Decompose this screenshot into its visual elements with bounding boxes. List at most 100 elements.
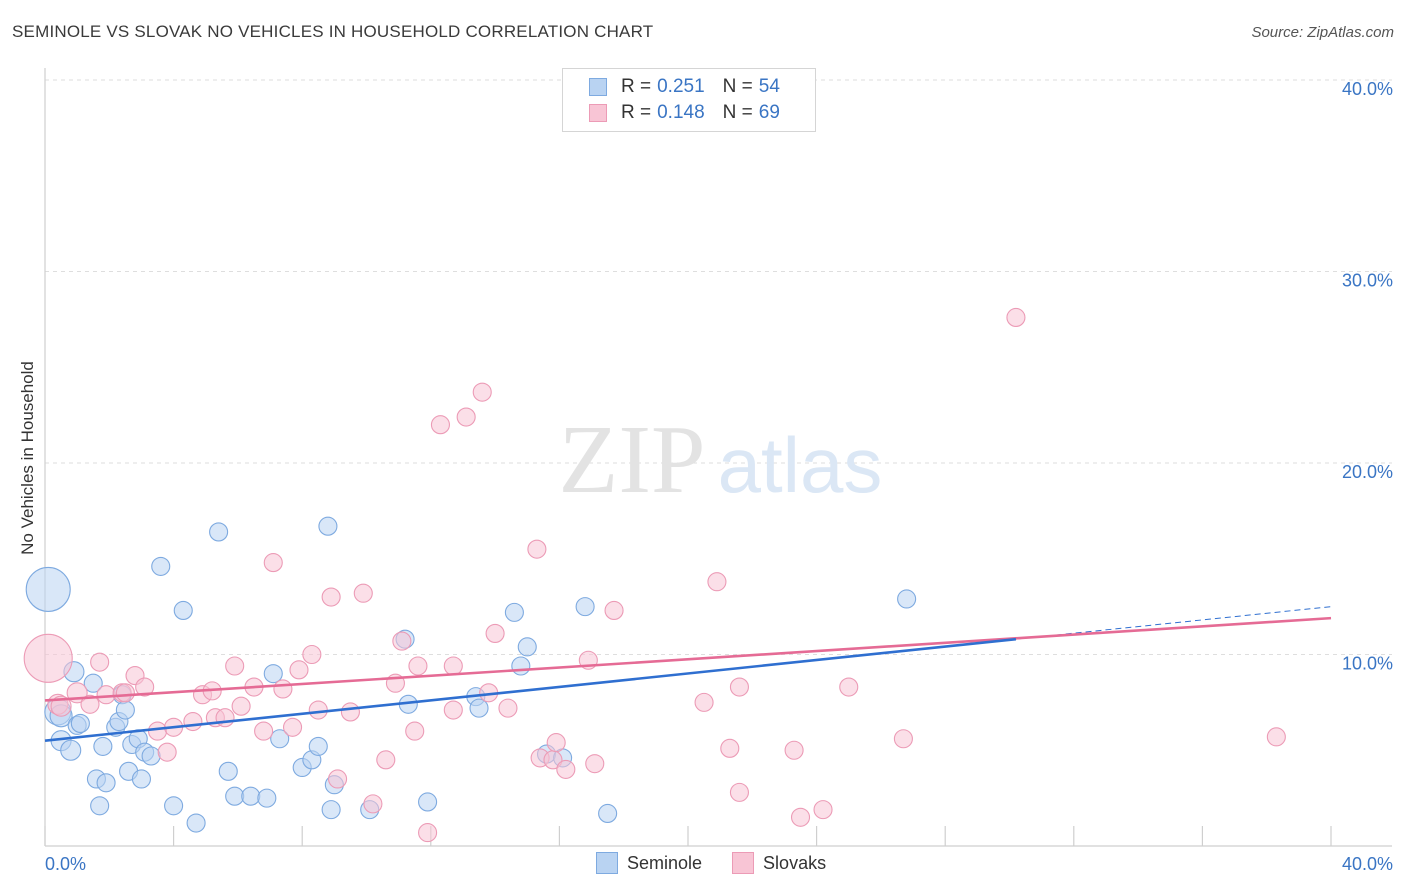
seminole-swatch <box>589 78 607 96</box>
seminole-point <box>131 769 151 789</box>
slovak-point <box>283 717 303 737</box>
slovak-swatch <box>732 852 755 874</box>
slovak-point <box>790 807 811 827</box>
seminole-point <box>598 803 618 823</box>
slovak-point <box>893 729 913 749</box>
legend-item-slovaks[interactable]: Slovaks <box>732 852 826 874</box>
slovak-point <box>527 539 547 559</box>
seminole-point <box>517 637 537 657</box>
slovak-point <box>90 652 110 672</box>
slovak-point <box>321 587 341 607</box>
slovak-point <box>546 733 566 753</box>
slovak-point <box>707 572 727 592</box>
seminole-point <box>173 600 193 621</box>
slovak-point <box>96 685 116 705</box>
slovak-point <box>405 721 425 741</box>
slovak-point <box>1006 307 1026 328</box>
slovak-point <box>263 553 283 573</box>
seminole-point <box>257 788 277 808</box>
y-tick-label: 30.0% <box>1342 271 1393 291</box>
chart-source: Source: ZipAtlas.com <box>1251 24 1394 41</box>
seminole-point <box>308 736 328 756</box>
slovak-point <box>485 623 505 643</box>
slovak-point <box>308 700 328 720</box>
slovak-point <box>273 679 293 699</box>
slovak-point <box>556 759 576 779</box>
slovak-trend-line <box>44 616 1332 702</box>
grid-layer <box>45 79 1392 655</box>
seminole-point <box>218 761 238 781</box>
slovak-point <box>443 700 463 720</box>
seminole-point <box>60 739 82 761</box>
slovak-point <box>328 769 348 789</box>
slovak-point <box>418 823 438 843</box>
watermark: ZIP atlas <box>559 406 883 514</box>
legend-label-slovaks: Slovaks <box>763 852 827 873</box>
slovak-point <box>392 631 412 651</box>
slovak-point <box>443 656 463 676</box>
seminole-point <box>164 796 184 816</box>
slovak-point <box>231 696 251 716</box>
trend-layer <box>44 606 1332 742</box>
seminole-point <box>504 602 524 622</box>
seminole-point <box>511 656 531 676</box>
slovak-point <box>498 698 518 718</box>
slovak-point <box>183 711 203 732</box>
seminole-swatch <box>596 852 618 874</box>
slovak-point <box>135 677 155 697</box>
seminole-point <box>90 796 110 816</box>
watermark-zip: ZIP <box>559 406 706 514</box>
seminole-point <box>263 664 283 684</box>
seminole-point <box>115 700 135 720</box>
seminole-point <box>270 729 290 749</box>
tick-labels: 10.0% 20.0% 30.0% 40.0% 0.0% 40.0% <box>45 79 1393 874</box>
r-label: R = <box>621 76 652 97</box>
points-layer <box>23 307 1286 843</box>
slovak-point <box>813 800 833 820</box>
slovak-point <box>215 708 235 728</box>
slovak-point <box>23 633 73 683</box>
slovak-point <box>254 721 274 741</box>
slovak-point <box>430 415 450 435</box>
slovak-point <box>340 702 360 722</box>
y-tick-label: 20.0% <box>1342 462 1393 482</box>
seminole-trend-line <box>44 637 1017 742</box>
seminole-point <box>418 792 438 812</box>
slovak-point <box>363 794 383 814</box>
slovak-point <box>1266 727 1286 747</box>
slovak-point <box>115 683 135 703</box>
n-value: 54 <box>758 76 780 97</box>
x-tick-label: 0.0% <box>45 854 86 874</box>
seminole-point <box>225 786 245 806</box>
slovak-point <box>302 644 322 665</box>
seminole-point <box>96 773 116 793</box>
slovak-point <box>720 738 740 758</box>
n-value: 69 <box>758 102 780 123</box>
seminole-point <box>141 746 161 766</box>
y-tick-label: 10.0% <box>1342 654 1393 674</box>
y-axis-label: No Vehicles in Household <box>18 361 37 555</box>
slovak-point <box>376 750 396 770</box>
slovak-point <box>289 660 309 680</box>
seminole-point <box>321 800 341 820</box>
legend-label-seminole: Seminole <box>627 852 703 873</box>
seminole-point <box>318 516 338 536</box>
seminole-point <box>469 698 489 718</box>
slovak-point <box>456 407 476 427</box>
seminole-point <box>83 673 103 693</box>
correlation-legend: R = 0.251 N = 54 R = 0.148 N = 69 <box>562 68 816 132</box>
slovak-point <box>50 695 72 717</box>
slovak-swatch <box>589 104 607 122</box>
r-label: R = <box>621 102 652 123</box>
slovak-point <box>472 382 492 402</box>
seminole-point <box>25 566 71 612</box>
legend-item-seminole[interactable]: Seminole <box>596 852 702 874</box>
seminole-point <box>241 786 261 806</box>
seminole-point <box>209 522 229 542</box>
slovak-point <box>729 782 749 802</box>
slovak-point <box>80 694 100 714</box>
seminole-point <box>575 597 595 617</box>
slovak-point <box>839 677 859 697</box>
y-tick-label: 40.0% <box>1342 79 1393 99</box>
